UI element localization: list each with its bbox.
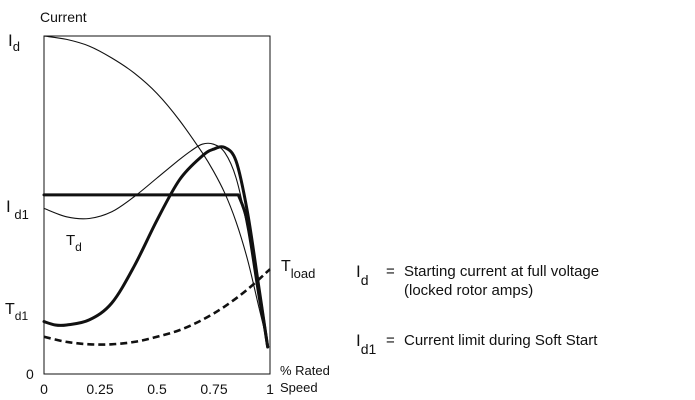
legend-text-id1: Current limit during Soft Start	[404, 332, 598, 349]
legend-eq-id1: =	[386, 332, 395, 349]
plot-frame	[43, 35, 271, 375]
x-tick-label: 0.75	[200, 381, 227, 397]
series-layer	[42, 35, 271, 349]
x-axis-title-line2: Speed	[280, 380, 318, 395]
y-axis-title: Current	[40, 9, 87, 25]
x-axis-title-line1: % Rated	[280, 363, 330, 378]
x-tick-label: 0.5	[147, 381, 167, 397]
legend-eq-id: =	[386, 263, 395, 280]
y-label-td1: Td1	[5, 301, 28, 323]
curve-label-td: Td	[66, 232, 82, 254]
series-load-torque	[43, 268, 271, 346]
legend-text-id-line1: Starting current at full voltage	[404, 263, 600, 280]
x-tick-label: 0.25	[86, 381, 113, 397]
y-label-id1: I d1	[6, 197, 29, 222]
legend-symbol-id: Id	[356, 262, 369, 289]
y-label-zero: 0	[26, 366, 34, 382]
legend-symbol-id1: Id1	[356, 331, 377, 358]
y-label-id: Id	[8, 31, 20, 54]
series-full-voltage-current	[43, 35, 269, 345]
legend-text-id-line2: (locked rotor amps)	[404, 282, 534, 299]
series-soft-start-torque	[42, 145, 270, 349]
x-tick-label: 0	[40, 381, 48, 397]
curve-label-tload: Tload	[281, 258, 315, 281]
x-tick-label: 1	[266, 381, 274, 397]
